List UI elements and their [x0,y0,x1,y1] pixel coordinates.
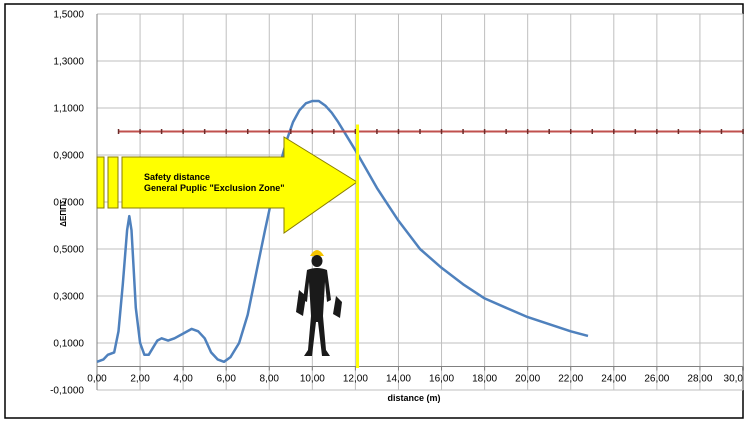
hard-hat-icon [310,250,324,256]
y-tick-label: 0,7000 [53,198,84,209]
series-line-blue [96,99,589,364]
y-tick-label: 0,1000 [53,339,84,350]
y-tick-label: 0,3000 [53,292,84,303]
y-tick-label: 0,5000 [53,245,84,256]
x-tick-label: 4,00 [173,374,193,385]
y-tick-label: 0,9000 [53,151,84,162]
series [96,99,744,364]
safety-distance-arrow: Safety distance General Puplic "Exclusio… [96,136,358,234]
x-tick-label: 26,00 [644,374,669,385]
arrow-block-1 [96,156,105,209]
y-tick-label: 1,3000 [53,57,84,68]
arrow-block-2 [107,156,119,209]
x-tick-label: 10,00 [300,374,325,385]
y-tick-label: 1,5000 [53,10,84,21]
x-tick-label: 22,00 [558,374,583,385]
x-tick-label: 28,00 [687,374,712,385]
y-tick-label: 1,1000 [53,104,84,115]
x-tick-label: 30,0 [724,374,744,385]
x-tick-labels: 0,00 2,00 4,00 6,00 8,00 10,00 12,00 14,00 16,00… [87,366,744,385]
x-tick-label: 20,00 [515,374,540,385]
x-tick-label: 24,00 [601,374,626,385]
x-tick-label: 18,00 [472,374,497,385]
x-tick-label: 0,00 [87,374,107,385]
y-tick-label: -0,1000 [50,386,84,397]
x-tick-label: 14,00 [386,374,411,385]
arrow-shape [121,136,358,234]
x-tick-label: 8,00 [260,374,280,385]
annotation-line-1: Safety distance [144,172,210,182]
x-tick-label: 16,00 [429,374,454,385]
worker-silhouette-icon [296,250,342,356]
x-axis-title: distance (m) [387,393,440,403]
y-axis-title: ΔΕΠΠΣ [59,199,68,227]
annotation-line-2: General Puplic "Exclusion Zone" [144,183,285,193]
y-tick-labels: -0,1000 0,1000 0,3000 0,5000 0,7000 0,9000 1,1… [50,10,84,397]
x-tick-label: 12,00 [343,374,368,385]
x-tick-label: 6,00 [216,374,236,385]
x-tick-label: 2,00 [130,374,150,385]
grid [97,13,744,391]
